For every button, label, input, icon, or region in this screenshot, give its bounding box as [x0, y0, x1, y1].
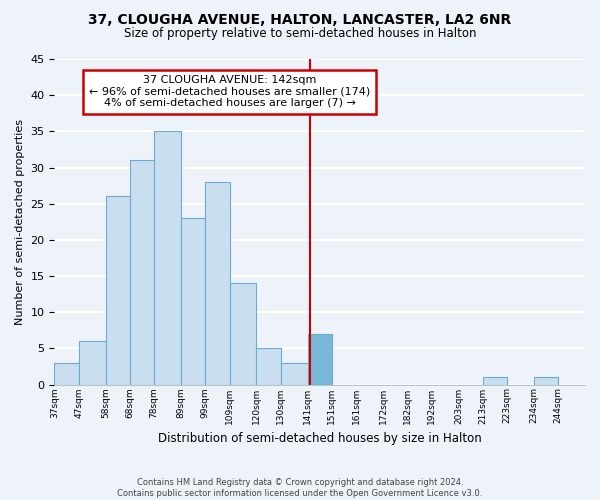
Bar — [281, 363, 308, 384]
Text: Size of property relative to semi-detached houses in Halton: Size of property relative to semi-detach… — [124, 28, 476, 40]
Bar — [483, 378, 507, 384]
Bar — [308, 334, 332, 384]
Y-axis label: Number of semi-detached properties: Number of semi-detached properties — [15, 119, 25, 325]
Bar — [154, 132, 181, 384]
Bar — [79, 341, 106, 384]
Bar — [256, 348, 281, 384]
Bar — [106, 196, 130, 384]
Bar — [130, 160, 154, 384]
X-axis label: Distribution of semi-detached houses by size in Halton: Distribution of semi-detached houses by … — [158, 432, 482, 445]
Bar — [205, 182, 230, 384]
Bar — [181, 218, 205, 384]
Text: 37 CLOUGHA AVENUE: 142sqm
← 96% of semi-detached houses are smaller (174)
4% of : 37 CLOUGHA AVENUE: 142sqm ← 96% of semi-… — [89, 76, 370, 108]
Bar — [55, 363, 79, 384]
Text: 37, CLOUGHA AVENUE, HALTON, LANCASTER, LA2 6NR: 37, CLOUGHA AVENUE, HALTON, LANCASTER, L… — [88, 12, 512, 26]
Bar — [534, 378, 558, 384]
Bar — [230, 283, 256, 384]
Text: Contains HM Land Registry data © Crown copyright and database right 2024.
Contai: Contains HM Land Registry data © Crown c… — [118, 478, 482, 498]
